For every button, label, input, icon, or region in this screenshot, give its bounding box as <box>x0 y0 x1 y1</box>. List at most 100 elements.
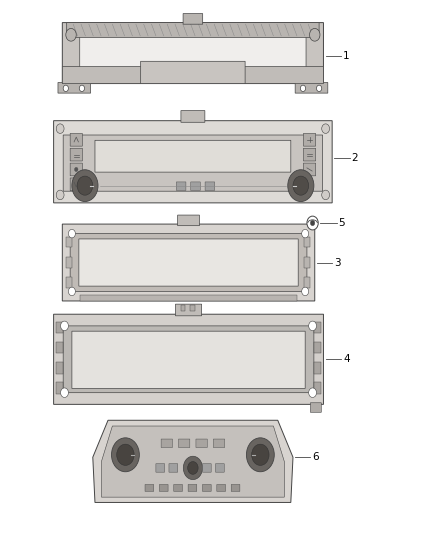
Circle shape <box>117 444 134 465</box>
Circle shape <box>112 438 139 472</box>
Circle shape <box>317 85 322 92</box>
FancyBboxPatch shape <box>304 133 316 146</box>
Text: 5: 5 <box>339 218 345 228</box>
Text: 6: 6 <box>313 452 319 462</box>
Circle shape <box>79 85 85 92</box>
Bar <box>66 277 72 288</box>
Polygon shape <box>93 420 293 503</box>
Circle shape <box>72 169 98 201</box>
FancyBboxPatch shape <box>217 484 226 491</box>
Circle shape <box>293 176 309 195</box>
FancyBboxPatch shape <box>62 224 315 301</box>
Circle shape <box>311 220 315 225</box>
FancyBboxPatch shape <box>183 13 203 24</box>
Bar <box>56 342 63 353</box>
Circle shape <box>300 85 306 92</box>
FancyBboxPatch shape <box>63 326 314 393</box>
Circle shape <box>310 28 320 41</box>
FancyBboxPatch shape <box>79 239 298 286</box>
Circle shape <box>288 169 314 201</box>
Polygon shape <box>102 426 284 497</box>
FancyBboxPatch shape <box>67 22 319 37</box>
FancyBboxPatch shape <box>202 464 211 472</box>
Bar <box>304 257 311 268</box>
Bar <box>314 342 321 353</box>
Bar <box>304 277 311 288</box>
FancyBboxPatch shape <box>62 67 323 84</box>
FancyBboxPatch shape <box>231 484 240 491</box>
Circle shape <box>63 85 68 92</box>
FancyBboxPatch shape <box>161 439 173 448</box>
FancyBboxPatch shape <box>179 439 190 448</box>
FancyBboxPatch shape <box>95 140 291 172</box>
FancyBboxPatch shape <box>181 111 205 122</box>
Circle shape <box>184 456 202 480</box>
Bar <box>80 295 297 301</box>
FancyBboxPatch shape <box>205 182 215 190</box>
Text: 1: 1 <box>343 51 350 61</box>
Circle shape <box>66 28 76 41</box>
FancyBboxPatch shape <box>70 178 82 191</box>
Bar <box>56 382 63 394</box>
Bar <box>66 257 72 268</box>
Circle shape <box>302 229 309 238</box>
FancyBboxPatch shape <box>159 484 168 491</box>
FancyBboxPatch shape <box>70 133 82 146</box>
FancyBboxPatch shape <box>70 148 82 161</box>
Bar <box>314 321 321 333</box>
Bar <box>56 362 63 374</box>
Circle shape <box>77 176 93 195</box>
Circle shape <box>322 190 329 200</box>
Text: 4: 4 <box>343 354 350 364</box>
Circle shape <box>56 190 64 200</box>
Bar <box>181 305 185 311</box>
FancyBboxPatch shape <box>63 135 322 191</box>
Circle shape <box>252 444 269 465</box>
FancyBboxPatch shape <box>58 83 91 93</box>
FancyBboxPatch shape <box>174 484 183 491</box>
Circle shape <box>74 167 78 172</box>
FancyBboxPatch shape <box>53 120 332 203</box>
Bar <box>66 237 72 247</box>
FancyBboxPatch shape <box>156 464 165 472</box>
Circle shape <box>60 321 68 330</box>
FancyBboxPatch shape <box>188 484 197 491</box>
FancyBboxPatch shape <box>196 439 207 448</box>
FancyBboxPatch shape <box>177 182 186 190</box>
Text: 2: 2 <box>352 152 358 163</box>
FancyBboxPatch shape <box>141 61 245 84</box>
FancyBboxPatch shape <box>304 163 316 176</box>
FancyBboxPatch shape <box>202 484 211 491</box>
FancyBboxPatch shape <box>304 148 316 161</box>
Bar <box>56 321 63 333</box>
Circle shape <box>68 287 75 296</box>
Circle shape <box>56 124 64 133</box>
FancyBboxPatch shape <box>311 403 321 413</box>
FancyBboxPatch shape <box>215 464 224 472</box>
Circle shape <box>309 388 317 398</box>
Circle shape <box>60 388 68 398</box>
FancyBboxPatch shape <box>80 34 306 69</box>
FancyBboxPatch shape <box>70 163 82 176</box>
Text: 3: 3 <box>334 257 341 268</box>
FancyBboxPatch shape <box>213 439 225 448</box>
FancyBboxPatch shape <box>53 314 323 405</box>
FancyBboxPatch shape <box>178 215 199 225</box>
FancyBboxPatch shape <box>295 83 328 93</box>
FancyBboxPatch shape <box>176 304 201 316</box>
Bar <box>190 305 194 311</box>
Circle shape <box>307 216 318 230</box>
Bar <box>304 237 311 247</box>
Circle shape <box>309 321 317 330</box>
FancyBboxPatch shape <box>145 484 154 491</box>
Circle shape <box>322 124 329 133</box>
Circle shape <box>68 229 75 238</box>
Circle shape <box>302 287 309 296</box>
Bar <box>314 382 321 394</box>
FancyBboxPatch shape <box>72 331 305 389</box>
FancyBboxPatch shape <box>70 233 307 292</box>
Bar <box>314 362 321 374</box>
FancyBboxPatch shape <box>191 182 200 190</box>
Circle shape <box>187 462 198 474</box>
Circle shape <box>247 438 274 472</box>
